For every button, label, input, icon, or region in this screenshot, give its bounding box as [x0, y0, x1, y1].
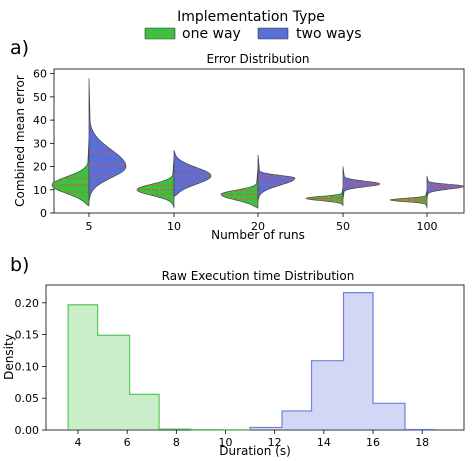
histogram-x-axis-label: Duration (s): [219, 444, 291, 458]
histogram-y-tick-label: 0.05: [15, 392, 40, 405]
legend: Implementation Type one way two ways: [144, 9, 362, 42]
violin-marks: [51, 78, 465, 209]
histogram-outline-one-way: [67, 304, 251, 431]
histogram-x-tick-label: 6: [124, 436, 131, 449]
violin-one-way-10: [136, 157, 175, 209]
histogram-title: Raw Execution time Distribution: [162, 269, 355, 283]
histogram-bar-one-way-0: [68, 304, 98, 430]
violin-two-ways-50: [342, 166, 381, 200]
histogram-y-axis: 0.00 0.05 0.10 0.15 0.20: [15, 297, 46, 437]
violin-chart-title: Error Distribution: [206, 52, 309, 66]
histogram-outline-two-ways: [249, 292, 436, 431]
histogram-bar-two-ways-2: [311, 360, 344, 430]
violin-one-way-20: [220, 166, 259, 209]
violin-x-tick-label: 100: [417, 220, 438, 233]
violin-two-ways-10: [173, 150, 212, 197]
violin-one-way-100: [389, 189, 428, 209]
violin-y-tick-label: 50: [33, 91, 47, 104]
violin-plot-frame: [53, 68, 465, 214]
violin-two-ways-100: [426, 175, 465, 200]
legend-title: Implementation Type: [177, 9, 325, 25]
histogram-x-tick-label: 16: [366, 436, 380, 449]
histogram-chart: Raw Execution time Distribution 0.00 0.05…: [2, 269, 465, 458]
violin-y-tick-label: 40: [33, 114, 47, 127]
panel-label-b: b): [10, 254, 29, 276]
histogram-bar-one-way-1: [97, 335, 130, 430]
legend-swatch-one-way: [144, 27, 176, 40]
violin-y-tick-label: 30: [33, 137, 47, 150]
histogram-x-tick-label: 10: [218, 436, 232, 449]
violin-two-ways-20: [257, 154, 296, 202]
histogram-bar-one-way-2: [129, 394, 160, 430]
violin-two-ways-5: [88, 78, 127, 202]
histogram-y-axis-label: Density: [2, 334, 16, 380]
violin-y-axis-label: Combined mean error: [13, 75, 27, 207]
histogram-x-axis: 4 6 8 10 12 14 16 18: [74, 430, 429, 449]
histogram-x-tick-label: 18: [415, 436, 429, 449]
violin-chart: Error Distribution 0 10 20 30 40 50 60 5 10 20 50…: [13, 52, 465, 242]
violin-one-way-50: [305, 187, 344, 207]
histogram-x-tick-label: 14: [317, 436, 331, 449]
histogram-y-tick-label: 0.20: [15, 297, 40, 310]
histogram-x-tick-label: 4: [74, 436, 81, 449]
panel-label-a: a): [10, 37, 29, 59]
violin-y-tick-label: 10: [33, 184, 47, 197]
violin-y-tick-label: 60: [33, 68, 47, 81]
legend-swatch-two-ways: [257, 27, 289, 40]
violin-x-tick-label: 10: [167, 220, 181, 233]
violin-y-tick-label: 0: [40, 207, 47, 220]
histogram-bar-two-ways-3: [343, 292, 374, 430]
histogram-bar-two-ways-0: [250, 427, 283, 430]
legend-label-two-ways: two ways: [296, 26, 362, 42]
histogram-y-tick-label: 0.15: [15, 329, 40, 342]
histogram-x-tick-label: 12: [268, 436, 282, 449]
histogram-y-tick-label: 0.10: [15, 360, 40, 373]
violin-x-axis: 5 10 20 50 100: [86, 213, 438, 233]
histogram-y-tick-label: 0.00: [15, 424, 40, 437]
legend-label-one-way: one way: [182, 26, 241, 42]
violin-x-axis-label: Number of runs: [211, 228, 305, 242]
histogram-bar-two-ways-4: [373, 403, 405, 430]
histogram-plot-frame: [45, 284, 465, 431]
violin-one-way-5: [51, 138, 90, 207]
histogram-bar-two-ways-1: [282, 410, 312, 430]
violin-y-axis: 0 10 20 30 40 50 60: [33, 68, 54, 220]
violin-x-tick-label: 5: [86, 220, 93, 233]
histogram-marks: [67, 292, 436, 431]
violin-x-tick-label: 50: [336, 220, 350, 233]
violin-x-tick-label: 20: [251, 220, 265, 233]
histogram-x-tick-label: 8: [173, 436, 180, 449]
violin-y-tick-label: 20: [33, 161, 47, 174]
